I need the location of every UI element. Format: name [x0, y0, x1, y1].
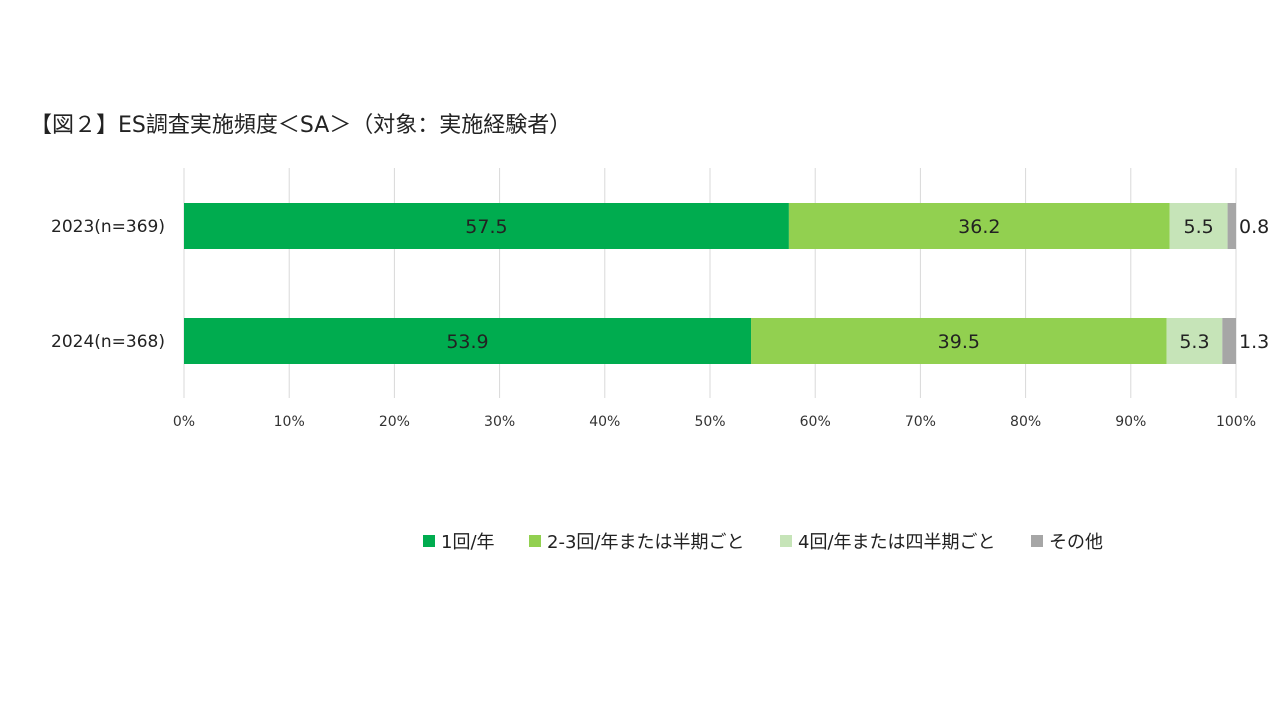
- data-labels: 57.5 36.2 5.5 0.8 53.9 39.5 5.3 1.3: [446, 216, 1269, 353]
- x-tick-label: 40%: [589, 414, 620, 430]
- x-tick-labels: 0% 10% 20% 30% 40% 50% 60% 70% 80% 90% 100%: [173, 414, 1256, 430]
- category-label: 2024(n=368): [51, 332, 165, 352]
- bar-segment: [1222, 318, 1236, 364]
- x-tick-label: 10%: [274, 414, 305, 430]
- data-label: 5.5: [1184, 216, 1214, 238]
- bar-segment: [184, 203, 789, 249]
- bar-segment: [184, 318, 752, 364]
- data-label: 0.8: [1239, 216, 1269, 238]
- legend: 1回/年 2-3回/年または半期ごと 4回/年または四半期ごと その他: [423, 532, 1103, 553]
- bar-segment: [1166, 318, 1223, 364]
- legend-label: 2-3回/年または半期ごと: [547, 532, 744, 553]
- data-label: 5.3: [1179, 331, 1209, 353]
- legend-swatch: [423, 535, 435, 547]
- data-label: 53.9: [446, 331, 488, 353]
- x-tick-label: 80%: [1010, 414, 1041, 430]
- bar-segment: [751, 318, 1167, 364]
- x-tick-label: 0%: [173, 414, 195, 430]
- x-tick-label: 100%: [1216, 414, 1256, 430]
- data-label: 57.5: [465, 216, 507, 238]
- category-labels: 2023(n=369) 2024(n=368): [51, 217, 165, 352]
- legend-item: その他: [1031, 532, 1103, 553]
- legend-label: 4回/年または四半期ごと: [798, 532, 996, 553]
- x-tick-label: 20%: [379, 414, 410, 430]
- legend-swatch: [780, 535, 792, 547]
- chart-title: 【図２】ES調査実施頻度＜SA＞（対象：実施経験者）: [30, 113, 571, 138]
- legend-item: 1回/年: [423, 532, 495, 553]
- legend-item: 4回/年または四半期ごと: [780, 532, 996, 553]
- x-tick-label: 90%: [1115, 414, 1146, 430]
- legend-item: 2-3回/年または半期ごと: [529, 532, 744, 553]
- x-tick-label: 60%: [800, 414, 831, 430]
- legend-label: 1回/年: [441, 532, 495, 553]
- data-label: 36.2: [958, 216, 1000, 238]
- bar-segment: [1169, 203, 1228, 249]
- legend-label: その他: [1049, 532, 1103, 553]
- legend-swatch: [1031, 535, 1043, 547]
- category-label: 2023(n=369): [51, 217, 165, 237]
- bar-segment: [1227, 203, 1236, 249]
- legend-swatch: [529, 535, 541, 547]
- x-tick-label: 50%: [694, 414, 725, 430]
- bar-segment: [788, 203, 1170, 249]
- data-label: 1.3: [1239, 331, 1269, 353]
- x-tick-label: 30%: [484, 414, 515, 430]
- bars: [184, 203, 1236, 364]
- data-label: 39.5: [938, 331, 980, 353]
- x-tick-label: 70%: [905, 414, 936, 430]
